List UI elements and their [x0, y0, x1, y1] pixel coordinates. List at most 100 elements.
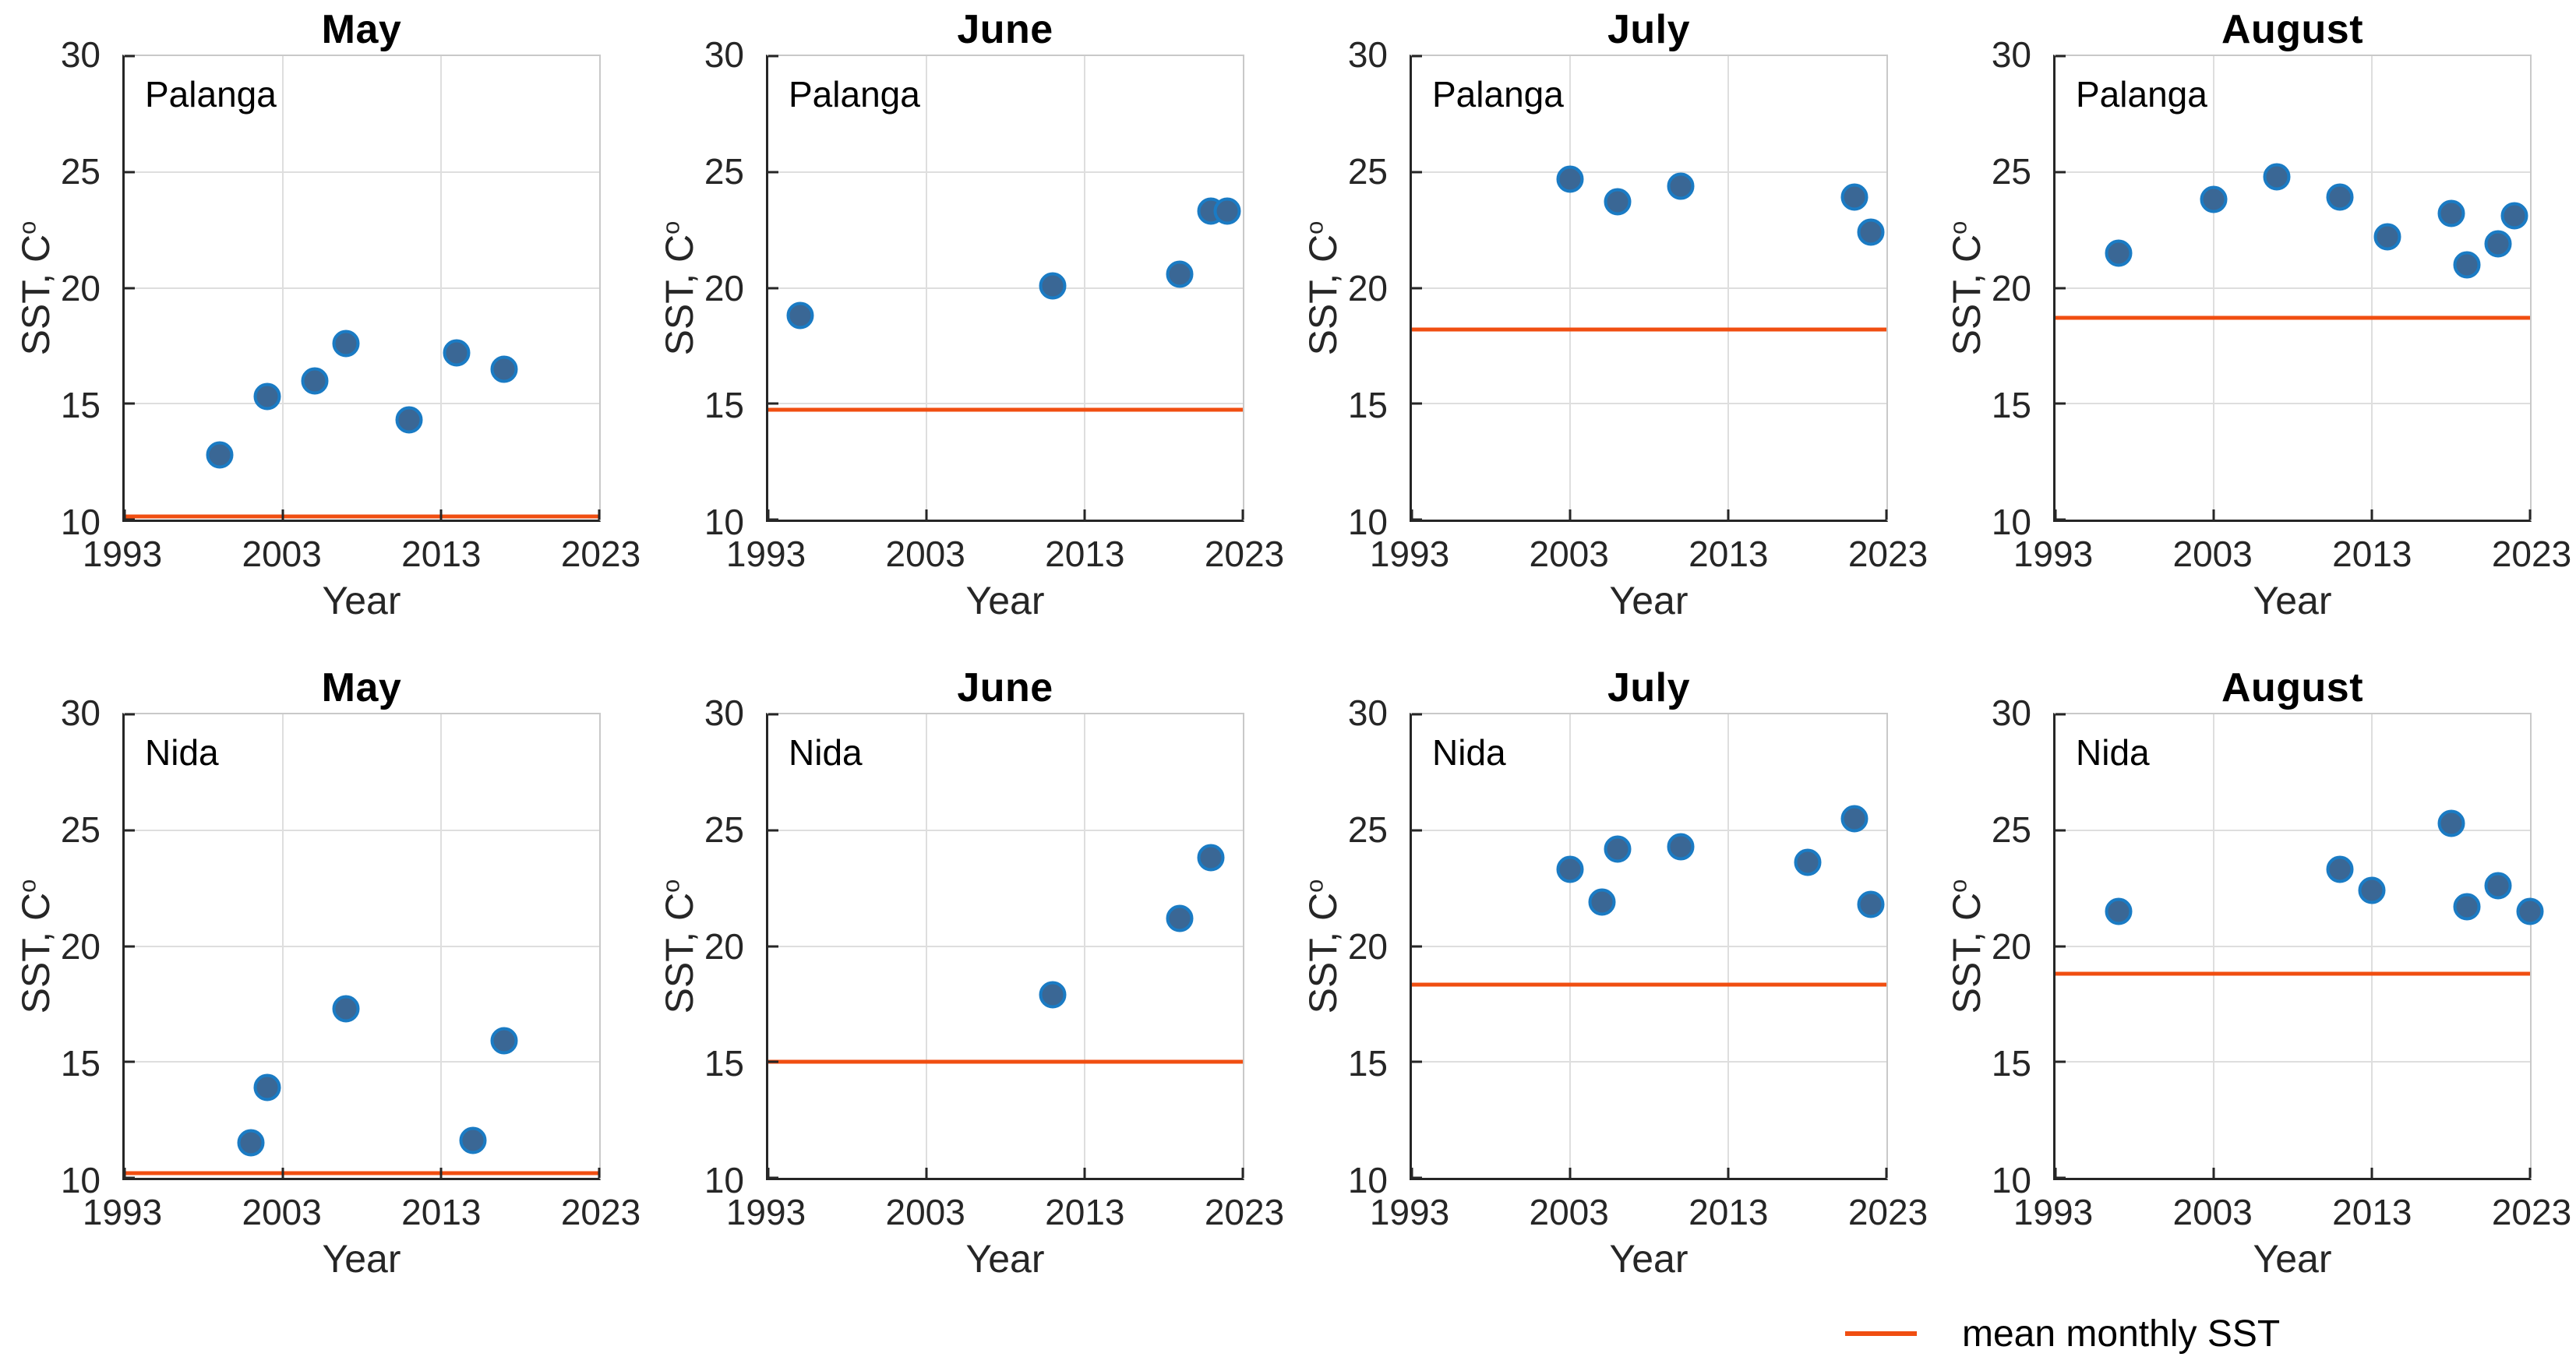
x-tick-label: 2013 — [1045, 1192, 1125, 1232]
subplot-title: May — [321, 665, 402, 710]
y-tick-label: 25 — [60, 151, 101, 192]
data-point — [443, 339, 471, 367]
x-tick-mark — [281, 1168, 284, 1178]
y-axis-label-text: SST, C — [658, 234, 701, 356]
y-tick-label: 20 — [60, 926, 101, 967]
data-point — [395, 406, 423, 434]
y-tick-mark — [768, 518, 778, 521]
x-tick-mark — [925, 1168, 928, 1178]
y-tick-mark — [125, 518, 135, 521]
data-point — [490, 1027, 518, 1055]
subplot-august-palanga: August 10 15 20 25 30 SST, Co Palanga 1993 20… — [1931, 0, 2574, 658]
data-point — [490, 355, 518, 383]
y-tick-mark — [1412, 1060, 1422, 1063]
x-tick-label: 2013 — [401, 534, 482, 574]
x-tick-mark — [281, 509, 284, 520]
mean-sst-line — [768, 1059, 1243, 1064]
x-tick-label: 1993 — [1369, 534, 1450, 574]
data-point — [2200, 185, 2228, 213]
data-point — [2358, 876, 2386, 904]
y-tick-mark — [768, 945, 778, 947]
y-tick-label: 10 — [704, 1160, 744, 1200]
y-axis-label-superscript: o — [657, 220, 685, 234]
y-tick-label: 15 — [1347, 1043, 1388, 1084]
plot-area: Palanga — [766, 55, 1244, 522]
x-tick-label: 2003 — [242, 534, 322, 574]
x-tick-mark — [767, 1168, 770, 1178]
mean-sst-line — [768, 407, 1243, 412]
y-tick-mark — [125, 829, 135, 832]
x-tick-label: 2013 — [1045, 534, 1125, 574]
y-axis-label-text: SST, C — [14, 234, 58, 356]
data-point — [1840, 183, 1868, 211]
x-axis-label: Year — [1609, 1237, 1689, 1281]
y-tick-label: 15 — [60, 1043, 101, 1084]
x-tick-mark — [123, 1168, 126, 1178]
y-tick-mark — [1412, 713, 1422, 716]
y-gridline — [2056, 287, 2530, 289]
data-point — [1667, 172, 1695, 200]
y-axis-tick-labels: 10 15 20 25 30 — [644, 693, 755, 1200]
y-tick-mark — [768, 402, 778, 405]
x-tick-mark — [1885, 509, 1888, 520]
data-point — [1166, 260, 1194, 288]
data-point — [1556, 855, 1584, 883]
mean-sst-line — [1412, 327, 1886, 332]
y-axis-label-text: SST, C — [1945, 892, 1988, 1014]
y-axis-label-superscript: o — [1300, 879, 1329, 893]
y-tick-mark — [2056, 1060, 2066, 1063]
y-axis-label: SST, Co — [1300, 879, 1346, 1014]
x-tick-mark — [598, 509, 601, 520]
y-axis-tick-labels: 10 15 20 25 30 — [1931, 693, 2042, 1200]
x-tick-label: 2003 — [1529, 1192, 1609, 1232]
x-tick-label: 2023 — [1204, 1192, 1285, 1232]
x-tick-mark — [2370, 1168, 2373, 1178]
y-tick-label: 30 — [1991, 693, 2031, 733]
y-tick-label: 10 — [1347, 1160, 1388, 1200]
subplot-title: July — [1607, 7, 1691, 52]
x-tick-label: 2003 — [1529, 534, 1609, 574]
y-tick-mark — [2056, 171, 2066, 174]
y-gridline — [1412, 945, 1886, 947]
x-tick-mark — [1885, 1168, 1888, 1178]
y-gridline — [768, 287, 1243, 289]
x-tick-mark — [1083, 509, 1086, 520]
subplot-may-nida: May 10 15 20 25 30 SST, Co Nida 1993 2003 2013… — [0, 658, 644, 1316]
y-tick-label: 15 — [60, 385, 101, 425]
x-tick-label: 2023 — [2491, 534, 2572, 574]
data-point — [1197, 844, 1225, 872]
y-tick-label: 10 — [1347, 502, 1388, 542]
y-tick-label: 25 — [1991, 809, 2031, 850]
x-axis-tick-labels: 1993 2003 2013 2023 — [726, 533, 1284, 574]
x-axis-label: Year — [1609, 579, 1689, 622]
x-tick-label: 2023 — [1204, 534, 1285, 574]
y-gridline — [2056, 1061, 2530, 1063]
data-point — [206, 441, 234, 469]
y-tick-mark — [2056, 55, 2066, 58]
data-point — [1667, 833, 1695, 861]
y-axis-label-superscript: o — [13, 220, 41, 234]
y-tick-label: 10 — [1991, 502, 2031, 542]
y-tick-label: 15 — [704, 385, 744, 425]
y-tick-mark — [1412, 945, 1422, 947]
mean-sst-line — [2056, 315, 2530, 320]
data-point — [2453, 893, 2481, 921]
y-gridline — [125, 1061, 599, 1063]
y-tick-mark — [2056, 287, 2066, 289]
y-tick-label: 20 — [704, 268, 744, 308]
x-tick-label: 1993 — [2013, 1192, 2094, 1232]
mean-sst-line — [125, 514, 599, 519]
y-tick-mark — [768, 287, 778, 289]
y-tick-label: 15 — [1991, 385, 2031, 425]
y-tick-label: 10 — [704, 502, 744, 542]
x-tick-mark — [1569, 1168, 1572, 1178]
data-point — [332, 995, 360, 1023]
x-axis-label: Year — [322, 579, 401, 622]
y-tick-label: 20 — [704, 926, 744, 967]
y-axis-label-text: SST, C — [1945, 234, 1988, 356]
y-tick-label: 30 — [1347, 34, 1388, 75]
data-point — [2484, 230, 2512, 258]
x-tick-mark — [2054, 1168, 2057, 1178]
y-tick-label: 25 — [60, 809, 101, 850]
x-tick-mark — [1083, 1168, 1086, 1178]
